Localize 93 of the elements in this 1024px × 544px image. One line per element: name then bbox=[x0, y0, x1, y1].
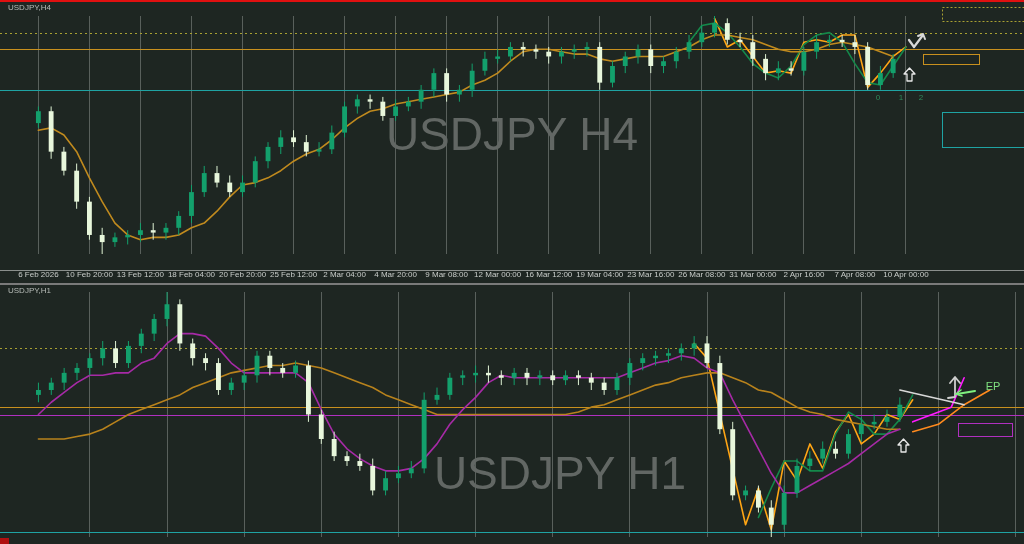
candlestick bbox=[814, 34, 820, 60]
candlestick bbox=[648, 44, 654, 74]
candlestick bbox=[354, 94, 360, 115]
text: USDJPY H4 bbox=[385, 107, 639, 160]
candlestick bbox=[190, 338, 196, 366]
x-tick-label: 10 Apr 00:00 bbox=[883, 270, 930, 279]
candlestick bbox=[418, 84, 424, 110]
x-tick-label: 13 Feb 12:00 bbox=[116, 270, 165, 279]
candlestick bbox=[724, 17, 730, 46]
candlestick bbox=[138, 222, 143, 243]
candlestick bbox=[240, 174, 245, 198]
candlestick bbox=[99, 227, 105, 255]
candlestick bbox=[252, 155, 258, 188]
candlestick bbox=[431, 67, 437, 98]
candlestick bbox=[775, 60, 781, 81]
candlestick bbox=[316, 141, 322, 157]
candlestick bbox=[329, 124, 335, 155]
candlestick bbox=[278, 129, 284, 155]
candlestick bbox=[807, 450, 813, 472]
candlestick bbox=[768, 499, 774, 538]
candlestick bbox=[897, 396, 903, 423]
x-tick-label: 6 Feb 2026 bbox=[18, 270, 60, 279]
candlestick bbox=[699, 25, 705, 48]
candlestick bbox=[125, 340, 131, 369]
x-tick-label: 23 Mar 16:00 bbox=[627, 270, 675, 279]
candlestick bbox=[380, 96, 386, 122]
candlestick bbox=[537, 369, 543, 386]
candlestick bbox=[627, 357, 633, 386]
candlestick bbox=[383, 470, 389, 496]
chart-subtitle: USDJPY,H4 bbox=[8, 3, 52, 13]
x-tick-label: 19 Mar 04:00 bbox=[576, 270, 624, 279]
candlestick bbox=[331, 431, 337, 462]
x-tick-label: 31 Mar 00:00 bbox=[729, 270, 777, 279]
candlestick bbox=[357, 453, 363, 472]
x-tick-label: 9 Mar 08:00 bbox=[425, 270, 469, 279]
candlestick bbox=[820, 440, 826, 464]
candlestick bbox=[533, 44, 539, 60]
annotation: EP bbox=[985, 380, 1001, 393]
candlestick bbox=[176, 210, 182, 236]
x-tick-label: 4 Mar 20:00 bbox=[374, 270, 418, 279]
candlestick bbox=[755, 485, 761, 513]
candlestick bbox=[877, 65, 883, 91]
candlestick bbox=[673, 46, 679, 69]
candlestick bbox=[852, 34, 858, 55]
candlestick bbox=[241, 369, 247, 391]
candlestick bbox=[469, 63, 475, 98]
candlestick bbox=[712, 15, 717, 38]
candlestick bbox=[61, 146, 67, 176]
candlestick bbox=[100, 340, 106, 366]
annotation: 0 bbox=[875, 93, 881, 103]
candlestick bbox=[303, 134, 309, 157]
candlestick bbox=[750, 34, 756, 67]
x-tick-label: 20 Feb 20:00 bbox=[218, 270, 267, 279]
x-tick-label: 26 Mar 08:00 bbox=[678, 270, 726, 279]
candlestick bbox=[35, 105, 41, 129]
x-tick-label: 2 Mar 04:00 bbox=[323, 270, 367, 279]
candlestick bbox=[610, 60, 615, 88]
candlestick bbox=[482, 51, 488, 76]
candlestick bbox=[858, 416, 864, 442]
candlestick bbox=[508, 41, 513, 62]
candlestick bbox=[189, 184, 194, 224]
candlestick bbox=[622, 51, 628, 74]
candlestick bbox=[35, 382, 41, 403]
candlestick bbox=[845, 428, 851, 460]
candlestick bbox=[201, 165, 207, 198]
x-tick-label: 12 Mar 00:00 bbox=[474, 270, 522, 279]
x-tick-label: 18 Feb 04:00 bbox=[167, 270, 216, 279]
candlestick bbox=[447, 372, 453, 401]
x-tick-label: 16 Mar 12:00 bbox=[525, 270, 573, 279]
candlestick bbox=[87, 352, 93, 376]
chart-subtitle: USDJPY,H1 bbox=[8, 286, 52, 296]
candlestick bbox=[227, 174, 233, 198]
candlestick bbox=[267, 350, 273, 376]
annotation: 1 bbox=[898, 93, 904, 103]
candlestick bbox=[801, 46, 807, 76]
candlestick bbox=[151, 313, 157, 342]
candlestick bbox=[113, 340, 119, 369]
candlestick bbox=[691, 335, 697, 357]
x-tick-label: 2 Apr 16:00 bbox=[783, 270, 825, 279]
annotation: 2 bbox=[918, 93, 924, 103]
candlestick bbox=[511, 367, 517, 386]
candlestick bbox=[601, 377, 607, 396]
candlestick bbox=[788, 60, 794, 76]
x-tick-label: 25 Feb 12:00 bbox=[269, 270, 318, 279]
candlestick bbox=[444, 67, 450, 103]
x-tick-label: 10 Feb 20:00 bbox=[65, 270, 114, 279]
candlestick bbox=[367, 94, 373, 110]
candlestick bbox=[763, 53, 769, 81]
x-tick-label: 7 Apr 08:00 bbox=[834, 270, 876, 279]
candlestick bbox=[890, 53, 896, 79]
text: USDJPY H1 bbox=[433, 446, 687, 499]
candlestick bbox=[61, 367, 67, 391]
candlestick bbox=[138, 328, 144, 354]
